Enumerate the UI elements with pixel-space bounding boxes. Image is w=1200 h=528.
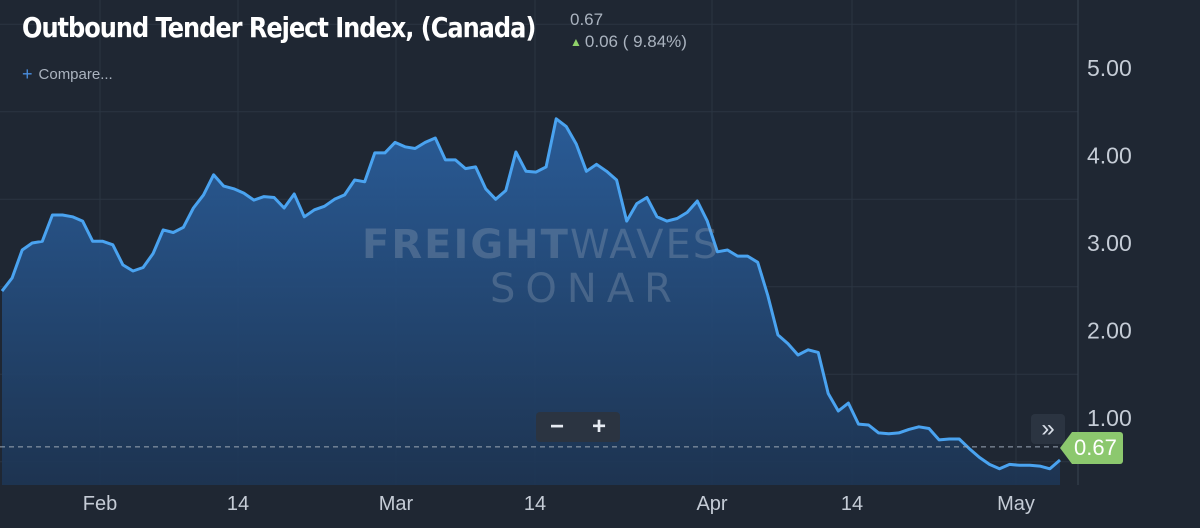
value-change: ▲ 0.06 ( 9.84%) bbox=[570, 31, 687, 53]
y-tick-label: 2.00 bbox=[1087, 318, 1132, 344]
zoom-controls: − + bbox=[536, 412, 620, 442]
watermark-subtitle: SONAR bbox=[490, 266, 682, 312]
y-tick-label: 1.00 bbox=[1087, 405, 1132, 431]
up-arrow-icon: ▲ bbox=[570, 35, 582, 49]
watermark-bold: FREIGHT bbox=[362, 222, 570, 268]
price-tag-pointer bbox=[1060, 432, 1072, 464]
compare-button[interactable]: + Compare... bbox=[22, 64, 113, 84]
chart-title: Outbound Tender Reject Index, (Canada) bbox=[22, 11, 536, 44]
x-tick-label: Apr bbox=[696, 493, 727, 515]
change-text: 0.06 ( 9.84%) bbox=[584, 32, 687, 51]
series-area bbox=[2, 118, 1060, 486]
current-value: 0.67 bbox=[570, 10, 604, 29]
plus-icon: + bbox=[22, 64, 33, 84]
compare-label: Compare... bbox=[38, 66, 113, 83]
scroll-right-button[interactable]: » bbox=[1031, 414, 1065, 444]
y-tick-label: 4.00 bbox=[1087, 143, 1132, 169]
zoom-in-button[interactable]: + bbox=[591, 413, 606, 440]
x-tick-label: 14 bbox=[524, 493, 546, 515]
y-axis: 1.00 2.00 3.00 4.00 5.00 bbox=[1087, 55, 1132, 431]
y-tick-label: 5.00 bbox=[1087, 55, 1132, 81]
x-axis: Feb 14 Mar 14 Apr 14 May bbox=[83, 493, 1035, 515]
zoom-out-button[interactable]: − bbox=[549, 413, 564, 440]
chart-header: Outbound Tender Reject Index, (Canada) bbox=[22, 8, 619, 48]
x-tick-label: 14 bbox=[841, 493, 863, 515]
value-summary: 0.67 ▲ 0.06 ( 9.84%) bbox=[570, 9, 687, 53]
x-tick-label: 14 bbox=[227, 493, 249, 515]
series-line bbox=[0, 117, 1061, 471]
x-tick-label: Feb bbox=[83, 493, 117, 515]
x-tick-label: Mar bbox=[379, 493, 414, 515]
watermark-logo: FREIGHTWAVES bbox=[362, 222, 720, 268]
current-price-tag: 0.67 bbox=[1060, 432, 1138, 464]
price-tag-label: 0.67 bbox=[1072, 432, 1123, 464]
x-tick-label: May bbox=[997, 493, 1035, 515]
watermark-light: WAVES bbox=[569, 222, 721, 268]
y-tick-label: 3.00 bbox=[1087, 230, 1132, 256]
